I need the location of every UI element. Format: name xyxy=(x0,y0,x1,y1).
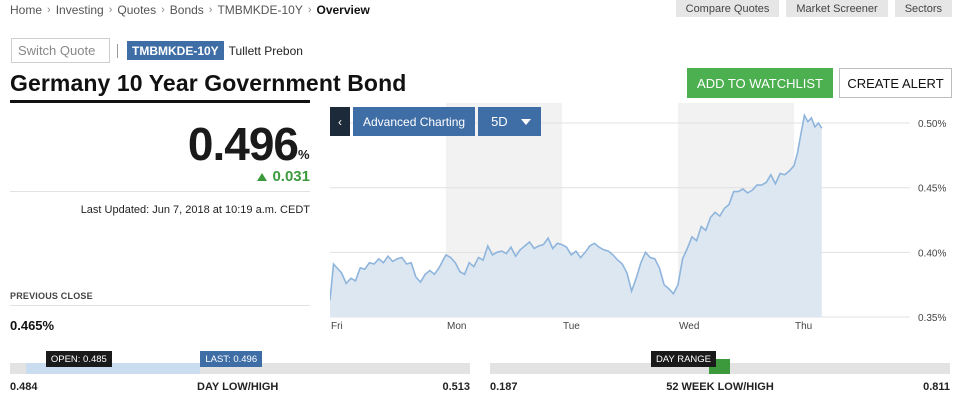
compare-quotes-button[interactable]: Compare Quotes xyxy=(675,0,780,17)
page-title: Germany 10 Year Government Bond xyxy=(10,70,407,96)
day-range-title: DAY LOW/HIGH xyxy=(197,381,279,393)
y-tick-label: 0.45% xyxy=(918,184,946,195)
week52-low: 0.187 xyxy=(490,381,518,393)
day-range-fill xyxy=(25,363,201,374)
price-chart[interactable]: 0.50% 0.45% 0.40% 0.35% Fri Mon Tue Wed Thu ‹ Ad… xyxy=(330,103,960,333)
chevron-right-icon: › xyxy=(208,4,213,16)
series-line xyxy=(330,112,823,301)
chevron-right-icon: › xyxy=(307,4,312,16)
day-range: OPEN: 0.485 LAST: 0.496 0.484 DAY LOW/HI… xyxy=(10,351,470,396)
last-flag: LAST: 0.496 xyxy=(200,351,263,367)
chevron-right-icon: › xyxy=(47,4,51,16)
caret-down-icon xyxy=(520,118,531,125)
chart-back-button[interactable]: ‹ xyxy=(330,107,350,136)
breadcrumb-quotes[interactable]: Quotes xyxy=(117,3,157,17)
symbol-badge[interactable]: TMBMKDE-10Y xyxy=(127,41,224,60)
week52-high: 0.811 xyxy=(923,381,950,393)
x-tick-label: Mon xyxy=(447,321,466,332)
divider xyxy=(10,191,310,192)
open-flag: OPEN: 0.485 xyxy=(45,351,112,367)
last-updated: Last Updated: Jun 7, 2018 at 10:19 a.m. … xyxy=(80,204,310,216)
top-button-group: Compare Quotes Market Screener Sectors xyxy=(675,0,952,17)
chart-range-label: 5D xyxy=(491,114,508,129)
breadcrumb-current: Overview xyxy=(316,3,370,17)
quote-unit: % xyxy=(298,147,310,162)
day-range-high: 0.513 xyxy=(442,381,470,393)
day-range-track xyxy=(10,363,470,374)
switch-quote-input[interactable] xyxy=(11,38,110,63)
price-chart-svg[interactable]: 0.50% 0.45% 0.40% 0.35% Fri Mon Tue Wed Thu xyxy=(330,103,960,333)
chart-toolbar: ‹ Advanced Charting 5D xyxy=(330,107,542,136)
y-tick-label: 0.50% xyxy=(918,119,946,130)
divider xyxy=(10,305,310,306)
quote-switcher: TMBMKDE-10Y Tullett Prebon xyxy=(11,38,303,63)
previous-close-label: PREVIOUS CLOSE xyxy=(10,291,93,301)
y-tick-label: 0.40% xyxy=(918,248,946,259)
sectors-button[interactable]: Sectors xyxy=(894,0,952,17)
week52-range: DAY RANGE 0.187 52 WEEK LOW/HIGH 0.811 xyxy=(490,351,950,396)
divider xyxy=(117,43,118,58)
y-tick-label: 0.35% xyxy=(918,313,946,324)
quote-change-value: 0.031 xyxy=(272,168,310,185)
source-label: Tullett Prebon xyxy=(228,43,303,58)
chevron-right-icon: › xyxy=(161,4,165,16)
advanced-charting-button[interactable]: Advanced Charting xyxy=(353,107,476,136)
x-tick-label: Wed xyxy=(679,321,699,332)
add-to-watchlist-button[interactable]: ADD TO WATCHLIST xyxy=(687,68,833,98)
previous-close-value: 0.465% xyxy=(10,318,55,333)
series-area xyxy=(330,115,822,317)
week52-title: 52 WEEK LOW/HIGH xyxy=(666,381,774,393)
breadcrumb: Home › Investing › Quotes › Bonds › TMBM… xyxy=(10,2,370,18)
market-screener-button[interactable]: Market Screener xyxy=(786,0,888,17)
breadcrumb-home[interactable]: Home xyxy=(10,3,43,17)
chevron-right-icon: › xyxy=(108,4,113,16)
day-range-flag: DAY RANGE xyxy=(650,351,717,367)
breadcrumb-symbol[interactable]: TMBMKDE-10Y xyxy=(217,3,303,17)
quote-value: 0.496 xyxy=(187,118,299,170)
create-alert-button[interactable]: CREATE ALERT xyxy=(839,68,952,98)
day-range-low: 0.484 xyxy=(10,381,38,393)
breadcrumb-investing[interactable]: Investing xyxy=(55,3,104,17)
breadcrumb-bonds[interactable]: Bonds xyxy=(169,3,204,17)
chart-range-dropdown[interactable]: 5D xyxy=(478,107,542,136)
arrow-up-icon xyxy=(257,172,268,181)
quote-change: 0.031 xyxy=(257,168,310,185)
x-tick-label: Tue xyxy=(563,321,580,332)
x-tick-label: Fri xyxy=(331,321,343,332)
title-underline xyxy=(10,100,310,103)
x-tick-label: Thu xyxy=(795,321,812,332)
